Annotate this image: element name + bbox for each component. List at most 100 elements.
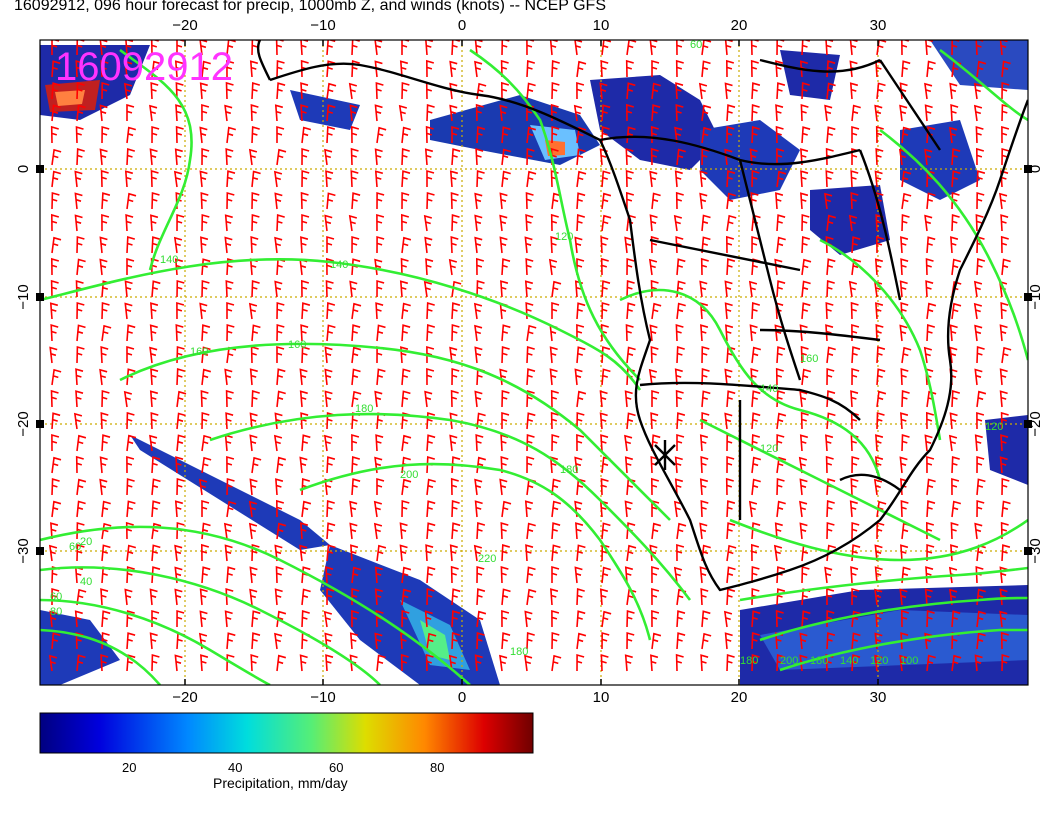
wind-barb [550,213,559,232]
wind-barb [175,456,184,474]
wind-barb [600,654,609,672]
wind-barb [176,390,187,408]
wind-barb [324,390,333,408]
wind-barb [176,434,186,452]
wind-barb [300,104,309,122]
contour-label: 160 [288,339,306,351]
wind-barb [126,478,135,496]
wind-barb [550,389,559,408]
wind-barb [275,499,285,518]
wind-barb [176,279,185,298]
wind-barb [176,301,185,320]
wind-barb [375,82,384,100]
wind-barb [526,412,536,430]
wind-barb [126,544,137,562]
datestamp-overlay: 16092912 [55,45,233,89]
wind-barb [625,59,634,78]
wind-barb [101,610,111,628]
wind-barb [476,126,486,144]
wind-barb [149,632,158,650]
wind-barb [500,566,509,584]
wind-barb [976,390,987,408]
wind-barb [701,60,711,78]
wind-barb [126,192,137,210]
wind-barb [799,390,808,408]
wind-barb [226,59,235,78]
wind-barb [650,477,660,496]
wind-barb [149,390,159,408]
wind-barb [951,214,960,232]
wind-barb [376,126,387,144]
wind-barb [326,324,336,342]
wind-barb [175,82,184,100]
wind-barb [349,522,358,540]
wind-barb [526,147,535,166]
lon-label-bottom: 30 [870,689,887,706]
wind-barb [700,500,709,518]
wind-barb [451,500,460,518]
wind-barb [299,368,308,386]
wind-barb [851,367,860,386]
wind-barb [350,147,359,166]
wind-barb [576,126,587,144]
wind-barb [426,345,435,364]
wind-barb [226,566,236,584]
wind-barb [851,455,860,474]
wind-barb [601,631,610,650]
wind-barb [675,104,684,122]
wind-barb [350,125,360,144]
wind-barb [1000,214,1009,232]
wind-barb [574,566,583,584]
wind-barb [400,257,409,276]
wind-barb [874,104,883,122]
wind-barb [724,412,733,430]
wind-barb [274,192,283,210]
wind-barb [324,346,333,364]
wind-barb [976,346,985,364]
wind-barb [275,478,284,496]
wind-barb [274,104,284,122]
wind-barb [476,610,487,628]
wind-barb [126,148,136,166]
wind-barb [300,82,309,100]
wind-barb [351,60,360,78]
wind-barb [499,654,508,672]
wind-barb [51,60,61,78]
wind-barb [751,82,761,100]
wind-barb [399,60,409,78]
wind-barb [824,566,833,584]
wind-barb [926,543,935,562]
wind-barb [375,302,384,320]
wind-barb [526,368,536,386]
wind-barb [951,456,960,474]
wind-barb [525,544,534,562]
wind-barb [726,500,736,518]
wind-barb [974,324,983,342]
wind-barb [1000,631,1009,650]
wind-barb [676,632,686,650]
wind-barb [901,434,910,452]
wind-barb [626,631,635,650]
wind-barb [900,609,910,628]
wind-barb [226,170,236,188]
wind-barb [775,367,784,386]
wind-barb [401,390,411,408]
wind-barb [776,500,786,518]
wind-barb [726,192,736,210]
wind-barb [526,588,537,606]
wind-barb [474,654,483,672]
wind-barb [826,346,836,364]
wind-barb [524,280,534,298]
wind-barb [323,610,333,628]
wind-barb [125,214,134,232]
wind-barb [526,455,535,474]
wind-barb [348,214,358,232]
wind-barb [699,280,708,298]
wind-barb [251,280,260,298]
wind-barb [301,500,312,518]
wind-barb [676,610,686,628]
wind-barb [650,279,659,298]
wind-barb [851,610,861,628]
wind-barb [74,170,83,188]
lon-label-top: 10 [593,17,610,34]
